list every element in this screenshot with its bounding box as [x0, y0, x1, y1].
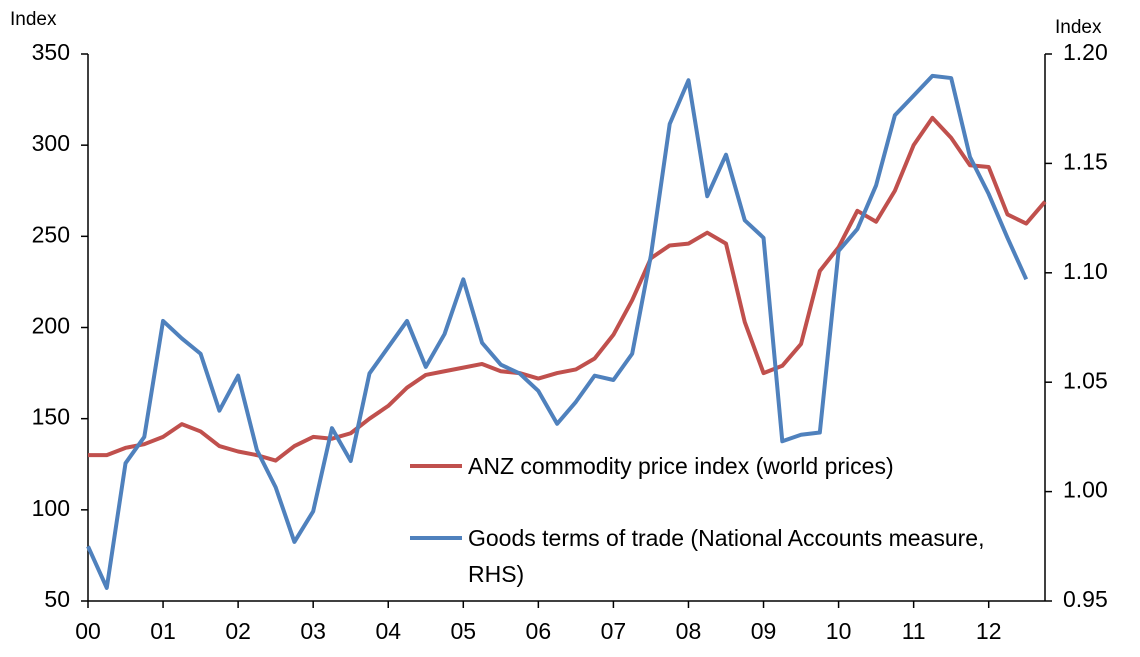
- x-tick-label: 12: [976, 618, 1002, 644]
- y2-tick-label: 1.20: [1063, 39, 1108, 65]
- y-tick-label: 300: [32, 130, 70, 156]
- y2-tick-label: 0.95: [1063, 586, 1108, 612]
- y2-tick-label: 1.15: [1063, 148, 1108, 174]
- x-tick-label: 10: [826, 618, 852, 644]
- x-tick-label: 09: [751, 618, 777, 644]
- legend-item: ANZ commodity price index (world prices): [410, 448, 988, 484]
- y2-tick-label: 1.00: [1063, 477, 1108, 503]
- series-line: [86, 73, 1029, 590]
- x-tick-label: 03: [300, 618, 326, 644]
- x-tick-label: 04: [375, 618, 401, 644]
- x-tick-label: 08: [676, 618, 702, 644]
- y-tick-label: 200: [32, 313, 70, 339]
- legend-label: ANZ commodity price index (world prices): [468, 453, 894, 479]
- x-tick-label: 11: [902, 618, 926, 644]
- x-tick-label: 07: [601, 618, 627, 644]
- legend-item: Goods terms of trade (National Accounts …: [410, 520, 988, 592]
- y2-tick-label: 1.10: [1063, 258, 1108, 284]
- y-tick-label: 50: [44, 586, 70, 612]
- y2-axis-label: Index: [1055, 17, 1102, 38]
- y-tick-label: 150: [32, 404, 70, 430]
- y-tick-label: 100: [32, 495, 70, 521]
- x-tick-label: 06: [526, 618, 552, 644]
- x-tick-label: 02: [225, 618, 251, 644]
- y-tick-label: 250: [32, 221, 70, 247]
- y2-tick-label: 1.05: [1063, 367, 1108, 393]
- legend-label: Goods terms of trade (National Accounts …: [468, 525, 985, 587]
- y-tick-label: 350: [32, 39, 70, 65]
- x-tick-label: 00: [75, 618, 101, 644]
- legend-swatch: [410, 464, 462, 468]
- legend-swatch: [410, 536, 462, 540]
- x-tick-label: 01: [150, 618, 176, 644]
- y-axis-label: Index: [10, 9, 57, 30]
- x-tick-label: 05: [450, 618, 476, 644]
- series-line: [88, 115, 1047, 463]
